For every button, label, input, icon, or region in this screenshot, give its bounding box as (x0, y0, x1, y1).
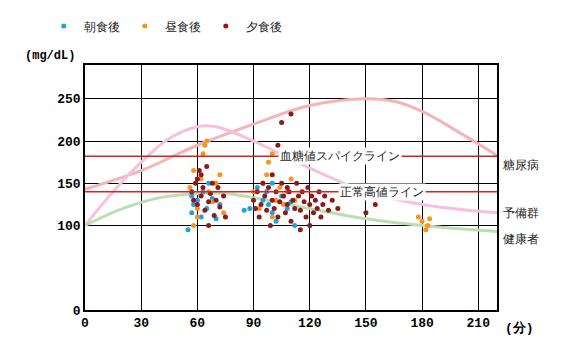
svg-text:昼食後: 昼食後 (165, 20, 201, 34)
svg-text:200: 200 (57, 135, 81, 150)
svg-text:0: 0 (81, 316, 89, 331)
svg-text:糖尿病: 糖尿病 (503, 158, 539, 172)
svg-text:150: 150 (354, 316, 378, 331)
svg-text:0: 0 (73, 304, 81, 319)
svg-text:250: 250 (57, 92, 81, 107)
svg-text:健康者: 健康者 (503, 232, 539, 246)
svg-text:30: 30 (133, 316, 149, 331)
svg-text:100: 100 (57, 219, 81, 234)
svg-text:(分): (分) (505, 321, 534, 336)
svg-text:朝食後: 朝食後 (84, 20, 120, 34)
svg-text:90: 90 (246, 316, 262, 331)
svg-text:予備群: 予備群 (503, 206, 539, 220)
svg-text:夕食後: 夕食後 (246, 20, 282, 34)
svg-text:血糖値スパイクライン: 血糖値スパイクライン (280, 149, 400, 163)
svg-text:60: 60 (190, 316, 206, 331)
svg-text:210: 210 (467, 316, 491, 331)
svg-text:150: 150 (57, 177, 81, 192)
svg-text:正常高値ライン: 正常高値ライン (340, 185, 424, 199)
svg-text:(mg/dL): (mg/dL) (25, 49, 75, 63)
svg-text:180: 180 (410, 316, 434, 331)
svg-text:120: 120 (298, 316, 322, 331)
